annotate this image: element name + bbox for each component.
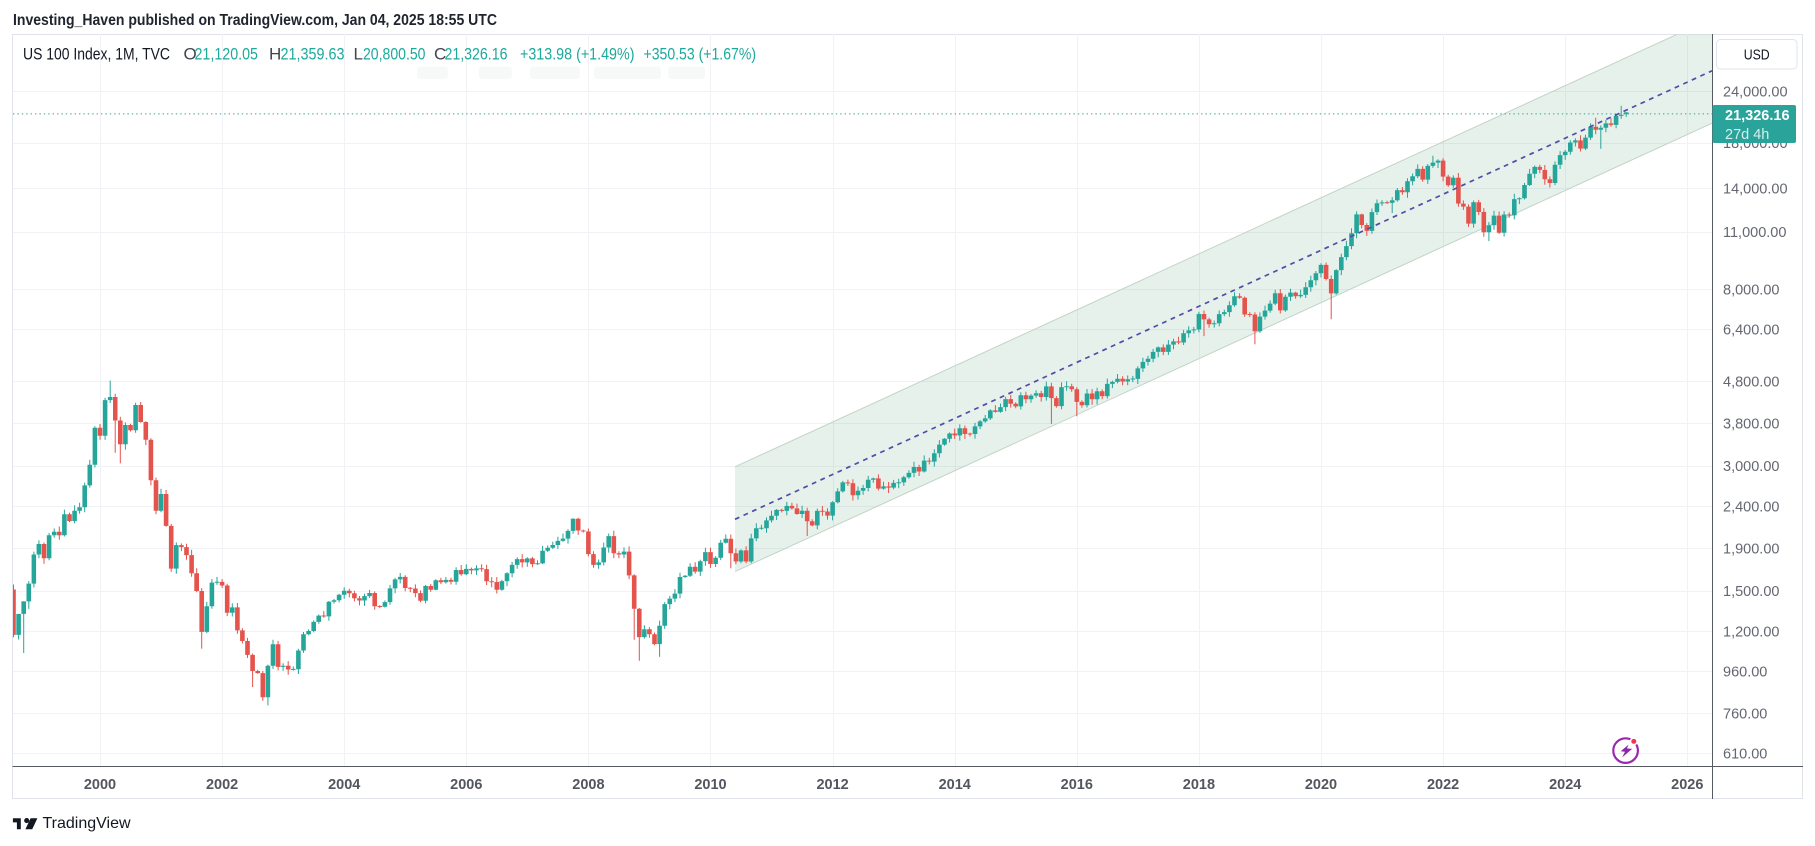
svg-text:2014: 2014 [939,777,971,793]
svg-text:1,500.00: 1,500.00 [1723,584,1779,600]
svg-text:2020: 2020 [1305,777,1337,793]
svg-text:2022: 2022 [1427,777,1459,793]
svg-text:21,326.16: 21,326.16 [1725,108,1790,124]
svg-text:1,200.00: 1,200.00 [1723,624,1779,640]
svg-text:14,000.00: 14,000.00 [1723,181,1788,197]
svg-text:2018: 2018 [1183,777,1215,793]
svg-text:3,000.00: 3,000.00 [1723,459,1779,475]
svg-text:C: C [434,45,446,64]
svg-text:2000: 2000 [84,777,116,793]
svg-text:27d 4h: 27d 4h [1725,127,1769,143]
svg-text:O: O [184,45,197,64]
svg-text:USD: USD [1744,47,1770,64]
svg-text:24,000.00: 24,000.00 [1723,84,1788,100]
svg-text:1,900.00: 1,900.00 [1723,542,1779,558]
svg-text:3,800.00: 3,800.00 [1723,417,1779,433]
svg-text:20,800.50: 20,800.50 [363,45,426,64]
svg-text:Investing_Haven published on T: Investing_Haven published on TradingView… [13,12,497,29]
svg-text:US 100 Index, 1M, TVC: US 100 Index, 1M, TVC [23,45,170,64]
svg-text:H: H [269,45,281,64]
svg-text:4,800.00: 4,800.00 [1723,374,1779,390]
svg-text:610.00: 610.00 [1723,746,1767,762]
svg-text:+313.98 (+1.49%): +313.98 (+1.49%) [520,45,635,64]
svg-text:760.00: 760.00 [1723,707,1767,723]
svg-text:8,000.00: 8,000.00 [1723,282,1779,298]
svg-text:21,359.63: 21,359.63 [281,45,345,64]
svg-text:2012: 2012 [816,777,848,793]
svg-text:2024: 2024 [1549,777,1581,793]
svg-text:2016: 2016 [1061,777,1093,793]
svg-text:2,400.00: 2,400.00 [1723,499,1779,515]
svg-text:11,000.00: 11,000.00 [1723,225,1786,241]
svg-text:TradingView: TradingView [43,815,131,832]
svg-text:2026: 2026 [1671,777,1703,793]
svg-text:L: L [354,45,363,64]
svg-text:2004: 2004 [328,777,360,793]
svg-text:2008: 2008 [572,777,604,793]
svg-text:2006: 2006 [450,777,482,793]
svg-text:6,400.00: 6,400.00 [1723,323,1779,339]
svg-text:2002: 2002 [206,777,238,793]
svg-text:2010: 2010 [694,777,726,793]
svg-text:+350.53 (+1.67%): +350.53 (+1.67%) [644,45,757,64]
svg-text:960.00: 960.00 [1723,665,1767,681]
svg-text:21,326.16: 21,326.16 [445,45,508,64]
svg-text:21,120.05: 21,120.05 [195,45,259,64]
